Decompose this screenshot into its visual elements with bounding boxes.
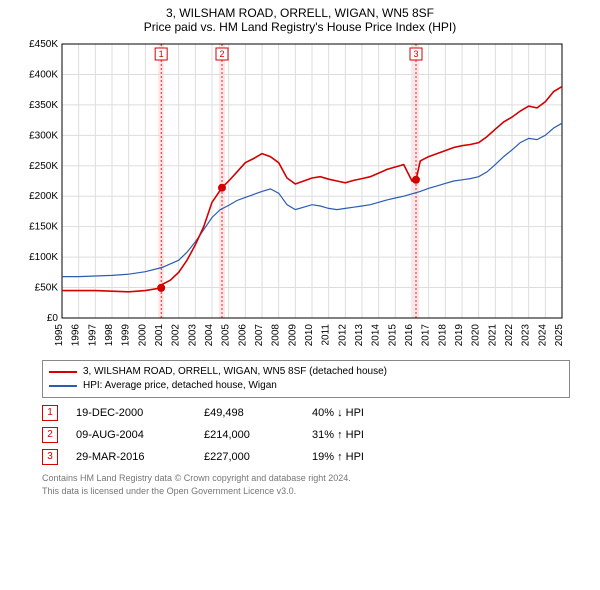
x-tick-label: 2019: [454, 324, 465, 347]
x-tick-label: 1997: [87, 324, 98, 347]
sale-date: 09-AUG-2004: [76, 429, 186, 441]
y-tick-label: £450K: [29, 39, 58, 50]
x-tick-label: 2003: [187, 324, 198, 347]
x-tick-label: 2025: [554, 324, 565, 347]
x-tick-label: 2008: [271, 324, 282, 347]
x-tick-label: 2001: [154, 324, 165, 347]
sale-number: 2: [219, 49, 224, 59]
footer-line: This data is licensed under the Open Gov…: [42, 485, 570, 498]
x-tick-label: 2017: [421, 324, 432, 347]
sale-row: 1 19-DEC-2000 £49,498 40% ↓ HPI: [42, 402, 570, 424]
sale-delta: 19% ↑ HPI: [312, 451, 364, 463]
legend-label: HPI: Average price, detached house, Wiga…: [83, 379, 277, 393]
attribution-footer: Contains HM Land Registry data © Crown c…: [42, 472, 570, 498]
x-tick-label: 2024: [537, 324, 548, 347]
y-tick-label: £150K: [29, 222, 58, 233]
legend-row: 3, WILSHAM ROAD, ORRELL, WIGAN, WN5 8SF …: [49, 365, 563, 379]
x-tick-label: 2000: [137, 324, 148, 347]
x-tick-label: 2014: [371, 324, 382, 347]
x-tick-label: 2005: [221, 324, 232, 347]
sale-price: £214,000: [204, 429, 294, 441]
sale-number: 3: [413, 49, 418, 59]
x-tick-label: 2015: [387, 324, 398, 347]
chart-subtitle: Price paid vs. HM Land Registry's House …: [0, 20, 600, 38]
chart-page: { "title": "3, WILSHAM ROAD, ORRELL, WIG…: [0, 0, 600, 590]
y-tick-label: £400K: [29, 69, 58, 80]
chart-title: 3, WILSHAM ROAD, ORRELL, WIGAN, WN5 8SF: [0, 0, 600, 20]
sale-price: £227,000: [204, 451, 294, 463]
sale-number-badge: 1: [42, 405, 58, 421]
legend-swatch: [49, 371, 77, 373]
x-tick-label: 2021: [487, 324, 498, 347]
y-tick-label: £0: [47, 313, 59, 324]
x-tick-label: 2022: [504, 324, 515, 347]
chart-area: £0 £50K £100K £150K £200K £250K £300K £350K £400…: [20, 38, 580, 358]
x-tick-label: 2009: [287, 324, 298, 347]
x-tick-label: 2006: [237, 324, 248, 347]
chart-legend: 3, WILSHAM ROAD, ORRELL, WIGAN, WN5 8SF …: [42, 360, 570, 398]
sale-date: 19-DEC-2000: [76, 407, 186, 419]
x-tick-label: 2018: [437, 324, 448, 347]
sale-delta: 40% ↓ HPI: [312, 407, 364, 419]
y-tick-label: £200K: [29, 191, 58, 202]
chart-svg: £0 £50K £100K £150K £200K £250K £300K £350K £400…: [20, 38, 580, 358]
y-tick-label: £100K: [29, 252, 58, 263]
y-tick-label: £300K: [29, 130, 58, 141]
x-tick-label: 2016: [404, 324, 415, 347]
sale-number-badge: 2: [42, 427, 58, 443]
y-tick-label: £250K: [29, 161, 58, 172]
x-tick-label: 2013: [354, 324, 365, 347]
x-tick-label: 1999: [121, 324, 132, 347]
sale-row: 3 29-MAR-2016 £227,000 19% ↑ HPI: [42, 446, 570, 468]
sale-row: 2 09-AUG-2004 £214,000 31% ↑ HPI: [42, 424, 570, 446]
y-tick-label: £350K: [29, 100, 58, 111]
x-tick-label: 1998: [104, 324, 115, 347]
x-tick-label: 2011: [321, 324, 332, 346]
sale-dot: [218, 184, 226, 192]
x-tick-label: 2010: [304, 324, 315, 347]
sale-price: £49,498: [204, 407, 294, 419]
x-tick-label: 2004: [204, 324, 215, 347]
x-tick-label: 1996: [71, 324, 82, 347]
x-tick-label: 2012: [337, 324, 348, 347]
x-tick-label: 2023: [521, 324, 532, 347]
sale-dot: [412, 176, 420, 184]
y-tick-label: £50K: [35, 283, 59, 294]
sales-table: 1 19-DEC-2000 £49,498 40% ↓ HPI 2 09-AUG-2004…: [42, 402, 570, 468]
x-tick-label: 2002: [171, 324, 182, 347]
legend-row: HPI: Average price, detached house, Wiga…: [49, 379, 563, 393]
legend-label: 3, WILSHAM ROAD, ORRELL, WIGAN, WN5 8SF …: [83, 365, 387, 379]
sale-delta: 31% ↑ HPI: [312, 429, 364, 441]
x-tick-label: 2020: [471, 324, 482, 347]
sale-date: 29-MAR-2016: [76, 451, 186, 463]
footer-line: Contains HM Land Registry data © Crown c…: [42, 472, 570, 485]
sale-number-badge: 3: [42, 449, 58, 465]
legend-swatch: [49, 385, 77, 387]
sale-number: 1: [159, 49, 164, 59]
x-tick-label: 2007: [254, 324, 265, 347]
x-tick-label: 1995: [54, 324, 65, 347]
sale-dot: [157, 284, 165, 292]
